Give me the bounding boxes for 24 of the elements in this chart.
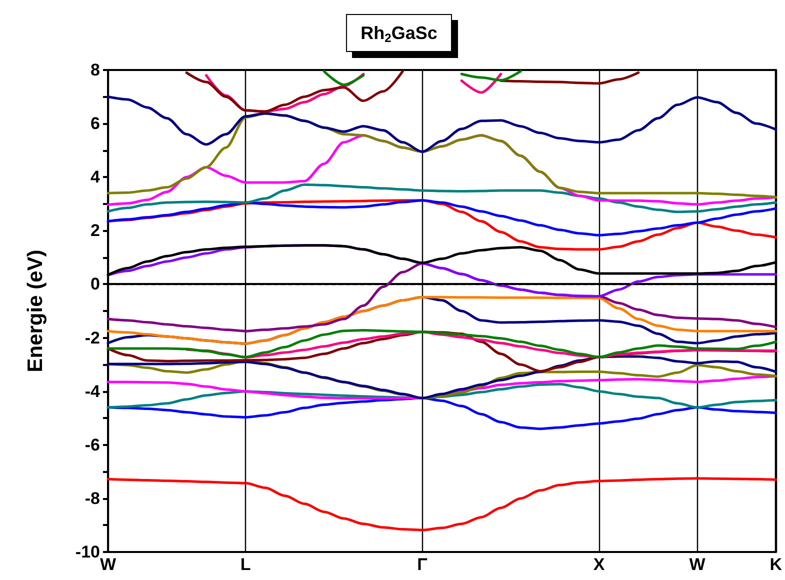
- x-tick-label: X: [593, 555, 606, 574]
- y-axis-title: Energie (eV): [24, 250, 47, 372]
- line-series: [106, 96, 778, 153]
- y-tick-label: -6: [84, 435, 100, 454]
- line-series: [106, 374, 778, 400]
- x-tick-label: K: [770, 555, 783, 574]
- x-tick-label: W: [689, 555, 706, 574]
- y-tick-label: 4: [90, 168, 101, 187]
- line-series: [106, 183, 778, 214]
- x-tick-label: W: [100, 555, 117, 574]
- line-series: [106, 296, 778, 345]
- line-series: [106, 477, 778, 532]
- line-series: [106, 329, 778, 358]
- x-tick-label: L: [240, 555, 251, 574]
- x-tick-label: Γ: [417, 555, 428, 574]
- line-series: [106, 199, 778, 236]
- y-tick-label: -8: [84, 488, 100, 508]
- y-tick-label: 6: [90, 114, 100, 134]
- y-tick-label: 8: [90, 60, 100, 80]
- y-tick-label: -4: [84, 382, 101, 401]
- y-tick-label: 2: [90, 221, 100, 240]
- y-tick-label: -2: [84, 328, 100, 348]
- y-tick-label: -10: [75, 542, 100, 562]
- y-tick-label: 0: [90, 274, 100, 294]
